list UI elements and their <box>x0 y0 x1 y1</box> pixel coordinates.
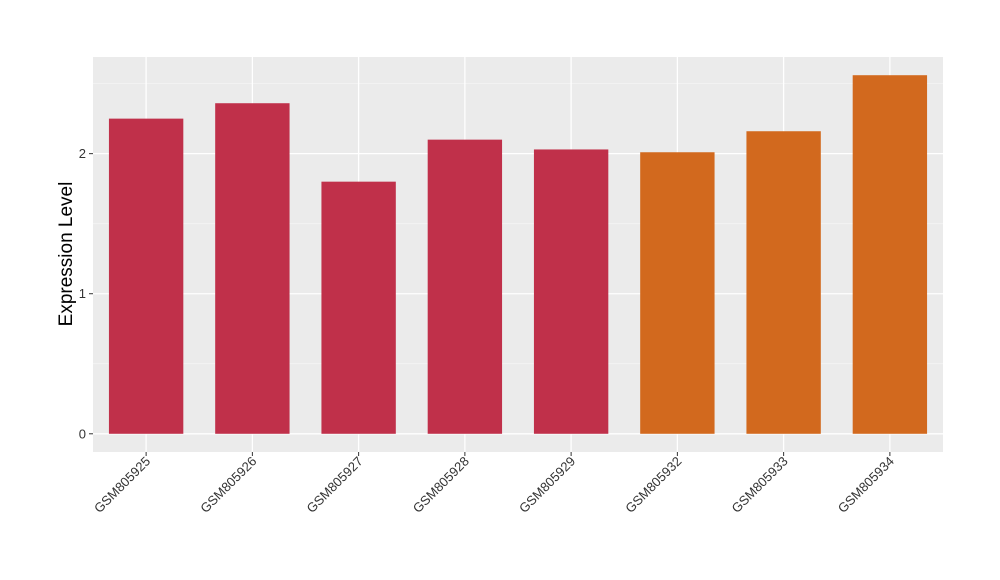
x-tick-label: GSM805928 <box>410 454 472 516</box>
x-tick-label: GSM805927 <box>304 454 366 516</box>
y-tick-label: 1 <box>79 286 86 301</box>
y-axis: 0 1 2 <box>79 146 93 441</box>
bar <box>533 149 609 434</box>
y-axis-title: Expression Level <box>56 182 77 327</box>
bar <box>852 75 928 434</box>
x-tick-label: GSM805925 <box>91 454 153 516</box>
y-tick-label: 2 <box>79 146 86 161</box>
y-tick-label: 0 <box>79 426 86 441</box>
x-axis: GSM805925 GSM805926 GSM805927 GSM805928 GSM8… <box>91 452 897 516</box>
x-tick-label: GSM805929 <box>516 454 578 516</box>
bar <box>321 181 396 434</box>
bar <box>215 103 290 434</box>
bars <box>108 75 928 434</box>
x-tick-label: GSM805926 <box>197 454 259 516</box>
bar <box>427 139 503 434</box>
x-tick-label: GSM805932 <box>622 454 684 516</box>
bar <box>108 118 184 434</box>
bar <box>640 152 715 434</box>
bar <box>746 131 821 434</box>
x-tick-label: GSM805934 <box>835 454 897 516</box>
x-tick-label: GSM805933 <box>729 454 791 516</box>
